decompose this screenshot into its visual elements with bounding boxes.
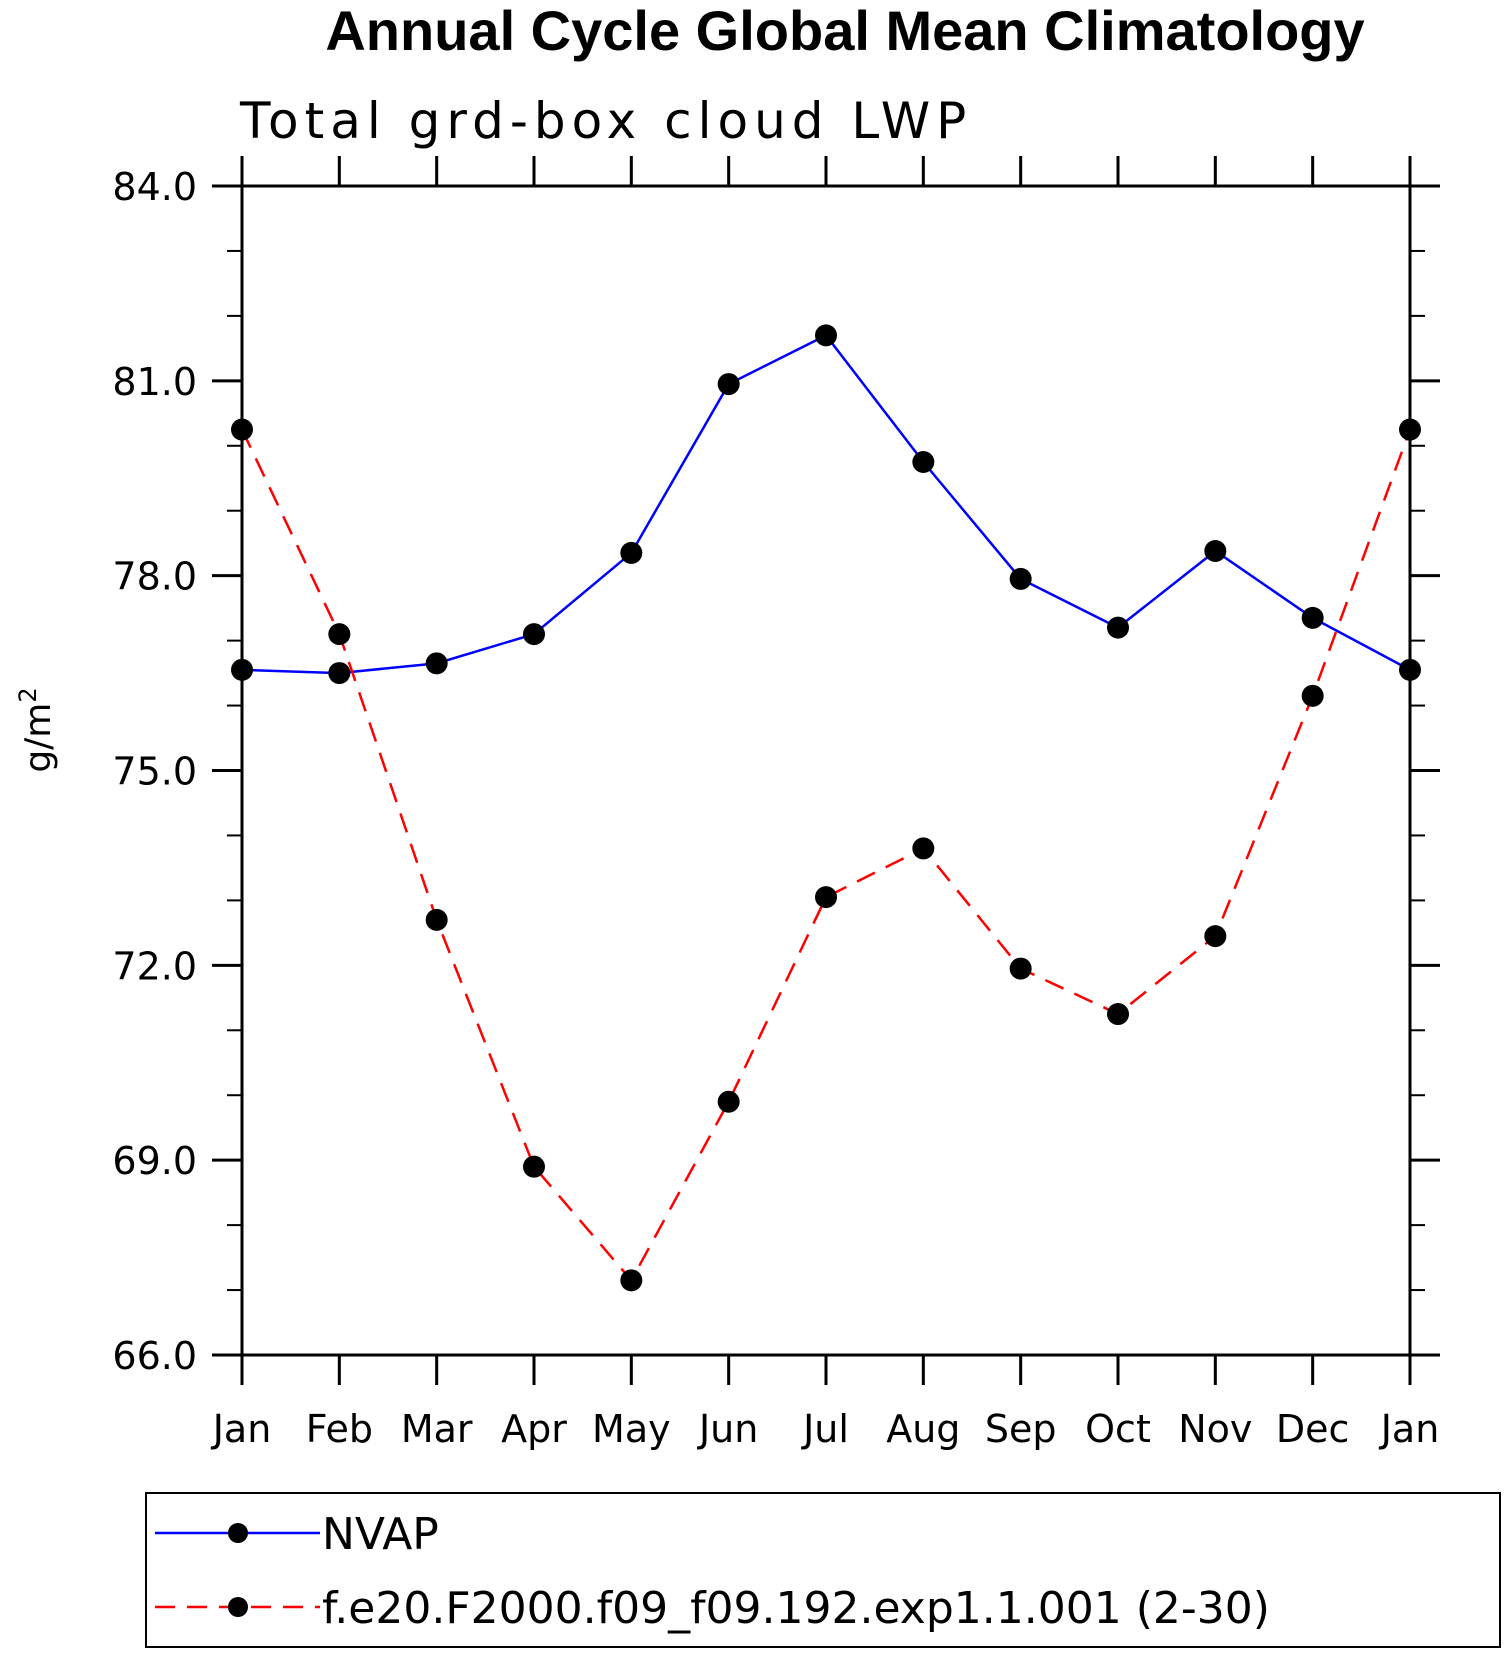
x-tick-label: Dec: [1276, 1407, 1350, 1451]
y-tick-label: 72.0: [112, 944, 197, 988]
series-lines: [240, 333, 1412, 1283]
plot-frame: [240, 184, 1412, 1357]
legend-box: [145, 1492, 1501, 1648]
data-point-series-0: [1204, 539, 1227, 562]
x-tick-label: Feb: [306, 1407, 373, 1451]
y-tick-label: 66.0: [112, 1334, 197, 1378]
series-line-0: [241, 333, 1411, 675]
y-tick-label: 75.0: [112, 750, 197, 794]
data-point-series-1: [328, 623, 351, 646]
x-tick-label: Jan: [1379, 1407, 1440, 1451]
data-point-series-1: [1301, 684, 1324, 707]
major-ticks: [212, 156, 1440, 1385]
data-point-series-0: [523, 623, 545, 646]
data-point-series-1: [912, 837, 935, 860]
x-tick-label: Sep: [985, 1407, 1057, 1451]
data-point-series-1: [1107, 1003, 1129, 1026]
data-point-series-1: [815, 886, 837, 909]
data-point-series-0: [328, 662, 351, 685]
x-tick-label: May: [592, 1407, 671, 1451]
data-point-series-0: [620, 541, 643, 564]
data-point-series-1: [523, 1155, 545, 1178]
x-tick-label: Mar: [401, 1407, 473, 1451]
series-markers: [231, 324, 1421, 1292]
x-tick-label: Jul: [801, 1407, 849, 1451]
y-axis-label-superscript: 2: [14, 687, 42, 702]
legend-label-model: f.e20.F2000.f09_f09.192.exp1.1.001 (2-30…: [322, 1583, 1270, 1634]
chart-subtitle: Total grd-box cloud LWP: [239, 92, 972, 150]
x-tick-label: Nov: [1178, 1407, 1252, 1451]
y-tick-label: 84.0: [112, 165, 197, 209]
data-point-series-1: [717, 1090, 740, 1113]
y-tick-label: 78.0: [112, 555, 197, 599]
minor-ticks: [227, 249, 1425, 1292]
data-point-series-0: [1107, 616, 1129, 639]
chart-title: Annual Cycle Global Mean Climatology: [325, 0, 1364, 62]
data-point-series-1: [1204, 925, 1227, 948]
data-point-series-0: [815, 324, 837, 347]
x-tick-label: Aug: [886, 1407, 960, 1451]
data-point-series-1: [1009, 957, 1032, 980]
data-point-series-1: [425, 908, 448, 931]
y-tick-labels: 66.0 69.0 72.0 75.0 78.0 81.0 84.0: [112, 165, 197, 1378]
x-tick-label: Apr: [501, 1407, 567, 1451]
data-point-series-0: [1009, 567, 1032, 590]
data-point-series-0: [425, 652, 448, 675]
y-axis-label-text: g/m: [18, 703, 59, 773]
x-tick-label: Jun: [697, 1407, 758, 1451]
data-point-series-0: [1301, 606, 1324, 629]
x-tick-label: Oct: [1085, 1407, 1151, 1451]
x-tick-label: Jan: [211, 1407, 272, 1451]
legend-marker-model: [228, 1597, 248, 1617]
data-point-series-0: [717, 373, 740, 396]
y-tick-label: 69.0: [112, 1139, 197, 1183]
data-point-series-0: [912, 451, 935, 474]
legend-label-nvap: NVAP: [322, 1509, 439, 1560]
svg-text:g/m2: g/m2: [14, 687, 59, 772]
x-tick-labels: Jan Feb Mar Apr May Jun Jul Aug Sep Oct Nov Dec Jan: [211, 1407, 1440, 1451]
y-tick-label: 81.0: [112, 360, 197, 404]
series-line-1: [240, 429, 1412, 1283]
y-axis-label: g/m2: [14, 687, 59, 772]
legend: NVAP f.e20.F2000.f09_f09.192.exp1.1.001 …: [145, 1492, 1501, 1648]
data-point-series-1: [620, 1269, 643, 1292]
legend-marker-nvap: [228, 1523, 248, 1543]
